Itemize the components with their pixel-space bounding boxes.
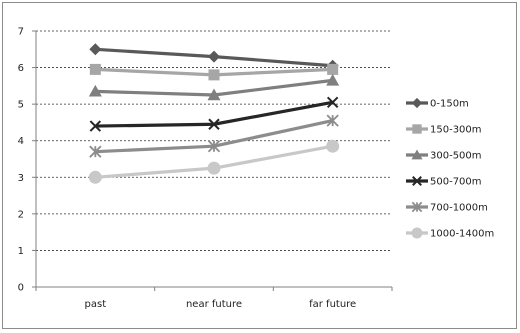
- x-tick-label-near-future: near future: [186, 299, 242, 310]
- data-point-700-1000m-0: [89, 145, 102, 158]
- data-point-500-700m-1: [208, 118, 220, 130]
- series-line-500-700m: [95, 100, 333, 128]
- legend-label-0-150m: 0-150m: [430, 99, 469, 110]
- y-tick-label-2: 2: [18, 209, 24, 220]
- data-point-1000-1400m-0: [88, 170, 102, 184]
- y-tick-label-5: 5: [18, 100, 24, 111]
- y-tick-label-1: 1: [18, 246, 24, 257]
- data-point-150-300m-2: [327, 63, 339, 75]
- legend-marker-1000-1400m: [411, 227, 423, 239]
- legend-marker-300-500m: [411, 149, 423, 160]
- data-point-0-150m-1: [208, 50, 220, 63]
- data-point-0-150m-0: [89, 43, 102, 56]
- data-point-150-300m-0: [89, 63, 101, 75]
- legend-marker-700-1000m: [411, 201, 423, 213]
- data-point-1000-1400m-1: [207, 161, 221, 175]
- x-tick-label-past: past: [85, 299, 107, 310]
- chart-frame: [2, 2, 517, 329]
- legend-label-1000-1400m: 1000-1400m: [430, 229, 494, 240]
- data-point-300-500m-2: [326, 73, 340, 86]
- data-point-300-500m-1: [207, 88, 221, 101]
- data-point-1000-1400m-2: [326, 139, 340, 153]
- legend-label-150-300m: 150-300m: [430, 125, 482, 136]
- y-tick-label-4: 4: [18, 136, 24, 147]
- x-tick-label-far-future: far future: [309, 299, 356, 310]
- data-point-700-1000m-2: [326, 114, 339, 127]
- y-tick-label-6: 6: [18, 63, 24, 74]
- legend-marker-0-150m: [411, 97, 423, 109]
- data-point-500-700m-0: [89, 120, 102, 132]
- legend-label-300-500m: 300-500m: [430, 151, 482, 162]
- data-point-700-1000m-1: [207, 140, 221, 153]
- legend-marker-500-700m: [412, 176, 422, 186]
- data-point-500-700m-2: [326, 96, 339, 109]
- data-point-300-500m-0: [88, 84, 102, 97]
- y-tick-label-3: 3: [18, 173, 24, 184]
- data-point-150-300m-1: [208, 69, 220, 81]
- y-tick-label-7: 7: [18, 27, 24, 38]
- legend-marker-150-300m: [412, 124, 422, 134]
- legend-label-500-700m: 500-700m: [430, 177, 482, 188]
- legend-label-700-1000m: 700-1000m: [430, 203, 488, 214]
- y-tick-label-0: 0: [18, 283, 24, 294]
